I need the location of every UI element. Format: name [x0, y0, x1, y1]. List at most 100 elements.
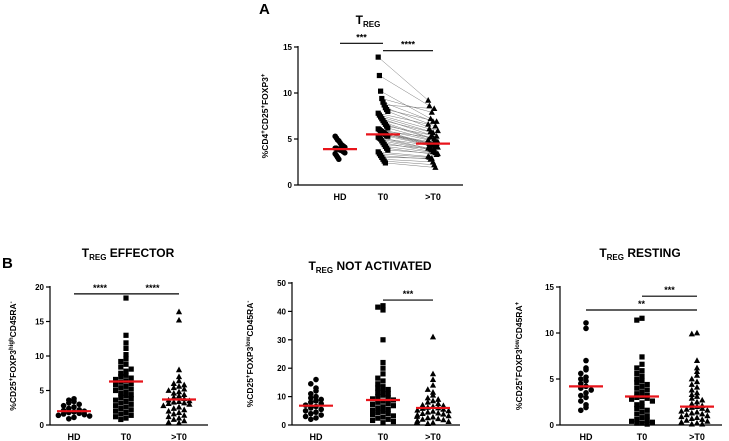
x-category-label: >T0: [425, 432, 441, 441]
data-point-square: [375, 394, 381, 400]
data-point-circle: [76, 401, 82, 408]
data-point-triangle: [181, 385, 188, 392]
chart-not-activated: TREG NOT ACTIVATED %CD25+FOXP3lowCD45RA- 0…: [245, 259, 460, 441]
data-point-triangle: [688, 375, 695, 382]
data-point-square: [113, 414, 119, 420]
data-point-triangle: [433, 132, 440, 139]
data-point-square: [644, 417, 650, 423]
data-point-circle: [578, 380, 584, 387]
paired-line: [384, 160, 435, 166]
chart-title-rest: EFFECTOR: [106, 246, 174, 260]
data-point-triangle: [699, 410, 706, 417]
data-point-square: [639, 378, 645, 384]
data-point-square: [380, 414, 386, 420]
y-tick-label: 0: [288, 181, 293, 190]
data-point-square: [118, 405, 124, 412]
data-point-square: [639, 389, 645, 395]
data-point-triangle: [426, 102, 433, 109]
chart-title-subscript: REG: [316, 266, 333, 275]
data-point-square: [390, 403, 396, 409]
data-point-square: [123, 415, 129, 421]
paired-line: [386, 125, 437, 137]
data-point-triangle: [435, 415, 442, 422]
paired-line: [381, 118, 432, 136]
data-point-triangle: [440, 402, 447, 409]
paired-line: [384, 144, 435, 150]
data-point-triangle: [170, 384, 177, 391]
y-tick-label: 20: [35, 283, 44, 292]
data-point-triangle: [445, 412, 452, 419]
paired-line: [381, 140, 432, 151]
data-point-square: [639, 361, 645, 367]
data-point-square: [385, 133, 391, 139]
data-point-triangle: [427, 133, 434, 140]
data-point-circle: [318, 412, 325, 418]
data-point-square: [385, 125, 391, 131]
data-point-square: [118, 370, 124, 376]
data-point-triangle: [429, 129, 437, 135]
data-point-triangle: [693, 389, 701, 396]
data-point-triangle: [425, 97, 432, 103]
data-point-square: [634, 370, 640, 377]
data-point-square: [118, 374, 124, 380]
data-point-triangle: [424, 414, 431, 421]
paired-line: [378, 151, 429, 157]
y-axis-label-superscript: +: [261, 130, 267, 134]
paired-line: [381, 98, 432, 113]
significance-label: ***: [356, 32, 367, 42]
data-point-square: [375, 54, 381, 60]
data-point-square: [123, 356, 129, 362]
data-point-circle: [308, 395, 314, 401]
data-point-square: [380, 408, 386, 414]
data-point-triangle: [693, 329, 701, 336]
data-point-triangle: [445, 407, 452, 414]
data-point-square: [370, 417, 376, 424]
data-point-triangle: [424, 408, 431, 415]
significance-label: ***: [403, 289, 414, 299]
data-point-circle: [308, 399, 314, 406]
data-point-triangle: [688, 386, 695, 393]
x-category-label: HD: [334, 192, 347, 202]
chart-title-subscript: REG: [363, 20, 380, 29]
significance-label: ****: [401, 40, 416, 50]
data-point-square: [379, 95, 385, 102]
data-point-triangle: [165, 418, 172, 425]
data-point-triangle: [693, 372, 701, 378]
data-point-triangle: [175, 366, 183, 373]
data-point-triangle: [433, 118, 440, 124]
y-tick-label: 10: [277, 393, 286, 402]
data-point-square: [380, 404, 386, 410]
y-axis-label-superscript: +: [515, 377, 521, 381]
data-point-square: [380, 359, 386, 366]
data-point-triangle: [429, 397, 437, 404]
y-tick-label: 15: [283, 43, 292, 52]
x-category-label: >T0: [171, 432, 187, 441]
data-point-square: [123, 398, 129, 405]
data-point-triangle: [688, 391, 695, 398]
y-axis-label: %CD25+FOXP3lowCD45RA-: [245, 301, 255, 408]
data-point-square: [634, 405, 640, 412]
data-point-square: [375, 304, 381, 310]
paired-line: [379, 153, 430, 158]
data-point-triangle: [678, 418, 685, 425]
y-tick-label: 0: [550, 421, 555, 430]
data-point-triangle: [693, 393, 701, 399]
data-point-triangle: [429, 333, 437, 340]
data-point-triangle: [429, 419, 437, 426]
data-point-triangle: [175, 414, 183, 421]
data-point-square: [123, 393, 129, 399]
chart-title-main: T: [599, 246, 607, 260]
y-axis-label: %CD25+FOXP3highCD45RA-: [8, 301, 18, 410]
data-point-circle: [313, 415, 319, 421]
data-point-square: [123, 340, 129, 346]
data-point-triangle: [704, 418, 711, 424]
data-point-circle: [308, 410, 314, 417]
data-point-triangle: [699, 405, 706, 411]
data-point-circle: [583, 320, 589, 326]
data-point-triangle: [429, 391, 437, 398]
paired-line: [382, 142, 434, 153]
data-point-square: [380, 371, 386, 377]
data-point-triangle: [175, 316, 183, 323]
